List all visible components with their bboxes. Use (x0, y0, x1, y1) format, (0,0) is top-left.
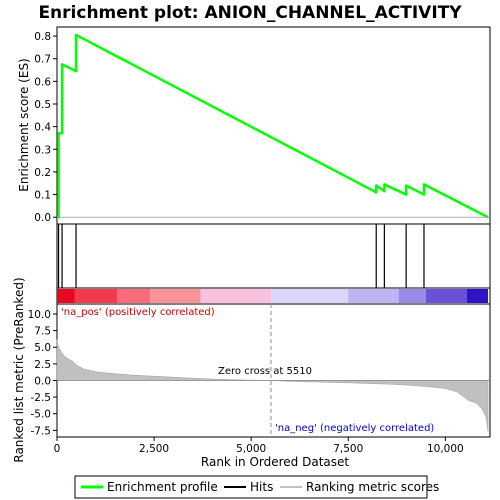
x-tick-label-3: 7,500 (333, 443, 363, 455)
colorbar-segment-3 (150, 289, 201, 303)
colorbar-segment-6 (348, 289, 399, 303)
metric-layer (56, 304, 490, 437)
es-tick-label-2: 0.2 (34, 167, 51, 179)
legend-box (74, 475, 428, 499)
es-tick-label-8: 0.8 (34, 31, 51, 43)
metric-panel (56, 303, 491, 438)
colorbar-layer (57, 289, 489, 303)
metric-axis-label: Ranked list metric (PreRanked) (12, 277, 26, 462)
chart-title: Enrichment plot: ANION_CHANNEL_ACTIVITY (38, 3, 462, 23)
x-tick-label-1: 2,500 (139, 443, 169, 455)
legend-label-metric: Ranking metric scores (306, 480, 439, 494)
es-axis-label: Enrichment score (ES) (17, 58, 31, 191)
x-tick-label-0: 0 (54, 443, 61, 455)
legend-label-hits: Hits (250, 480, 273, 494)
colorbar-segment-2 (117, 289, 151, 303)
hits-layer (57, 224, 425, 288)
x-tick-label-4: 10,000 (427, 443, 464, 455)
metric-tick-label-1: 7.5 (34, 326, 51, 338)
x-axis-label: Rank in Ordered Dataset (201, 455, 349, 469)
x-tick-label-2: 5,000 (236, 443, 266, 455)
es-tick-label-7: 0.7 (34, 54, 51, 66)
legend-label-profile: Enrichment profile (107, 480, 218, 494)
colorbar-segment-1 (74, 289, 118, 303)
es-layer (57, 33, 490, 219)
hits-panel (56, 223, 491, 289)
es-tick-label-3: 0.3 (34, 144, 51, 156)
metric-tick-label-6: -5.0 (31, 409, 52, 421)
es-tick-label-4: 0.4 (34, 122, 51, 134)
enrichment-profile-line (57, 33, 489, 219)
neg-label: 'na_neg' (negatively correlated) (275, 423, 434, 434)
metric-tick-label-5: -2.5 (31, 392, 52, 404)
metric-tick-label-2: 5.0 (34, 342, 51, 354)
metric-tick-label-7: -7.5 (31, 425, 52, 437)
es-tick-label-1: 0.1 (34, 190, 51, 202)
metric-tick-label-3: 2.5 (34, 359, 51, 371)
es-tick-label-0: 0.0 (34, 212, 51, 224)
colorbar-segment-5 (270, 289, 349, 303)
metric-tick-label-4: 0.0 (34, 375, 51, 387)
colorbar-segment-4 (200, 289, 271, 303)
metric-tick-label-0: 10.0 (28, 309, 51, 321)
colorbar-segment-7 (398, 289, 426, 303)
colorbar-segment-8 (425, 289, 467, 303)
zero-cross-label: Zero cross at 5510 (218, 366, 312, 377)
ranking-metric-area (56, 339, 489, 433)
colorbar-segment-0 (57, 289, 75, 303)
axes-layer: 0.0 0.1 0.2 0.3 0.4 0.5 0.6 0.7 0.8 10.0 7.5 5.0 2.5… (28, 31, 464, 455)
pos-label: 'na_pos' (positively correlated) (61, 307, 215, 318)
colorbar-segment-9 (466, 289, 489, 303)
es-tick-label-6: 0.6 (34, 76, 51, 88)
es-tick-label-5: 0.5 (34, 99, 51, 111)
